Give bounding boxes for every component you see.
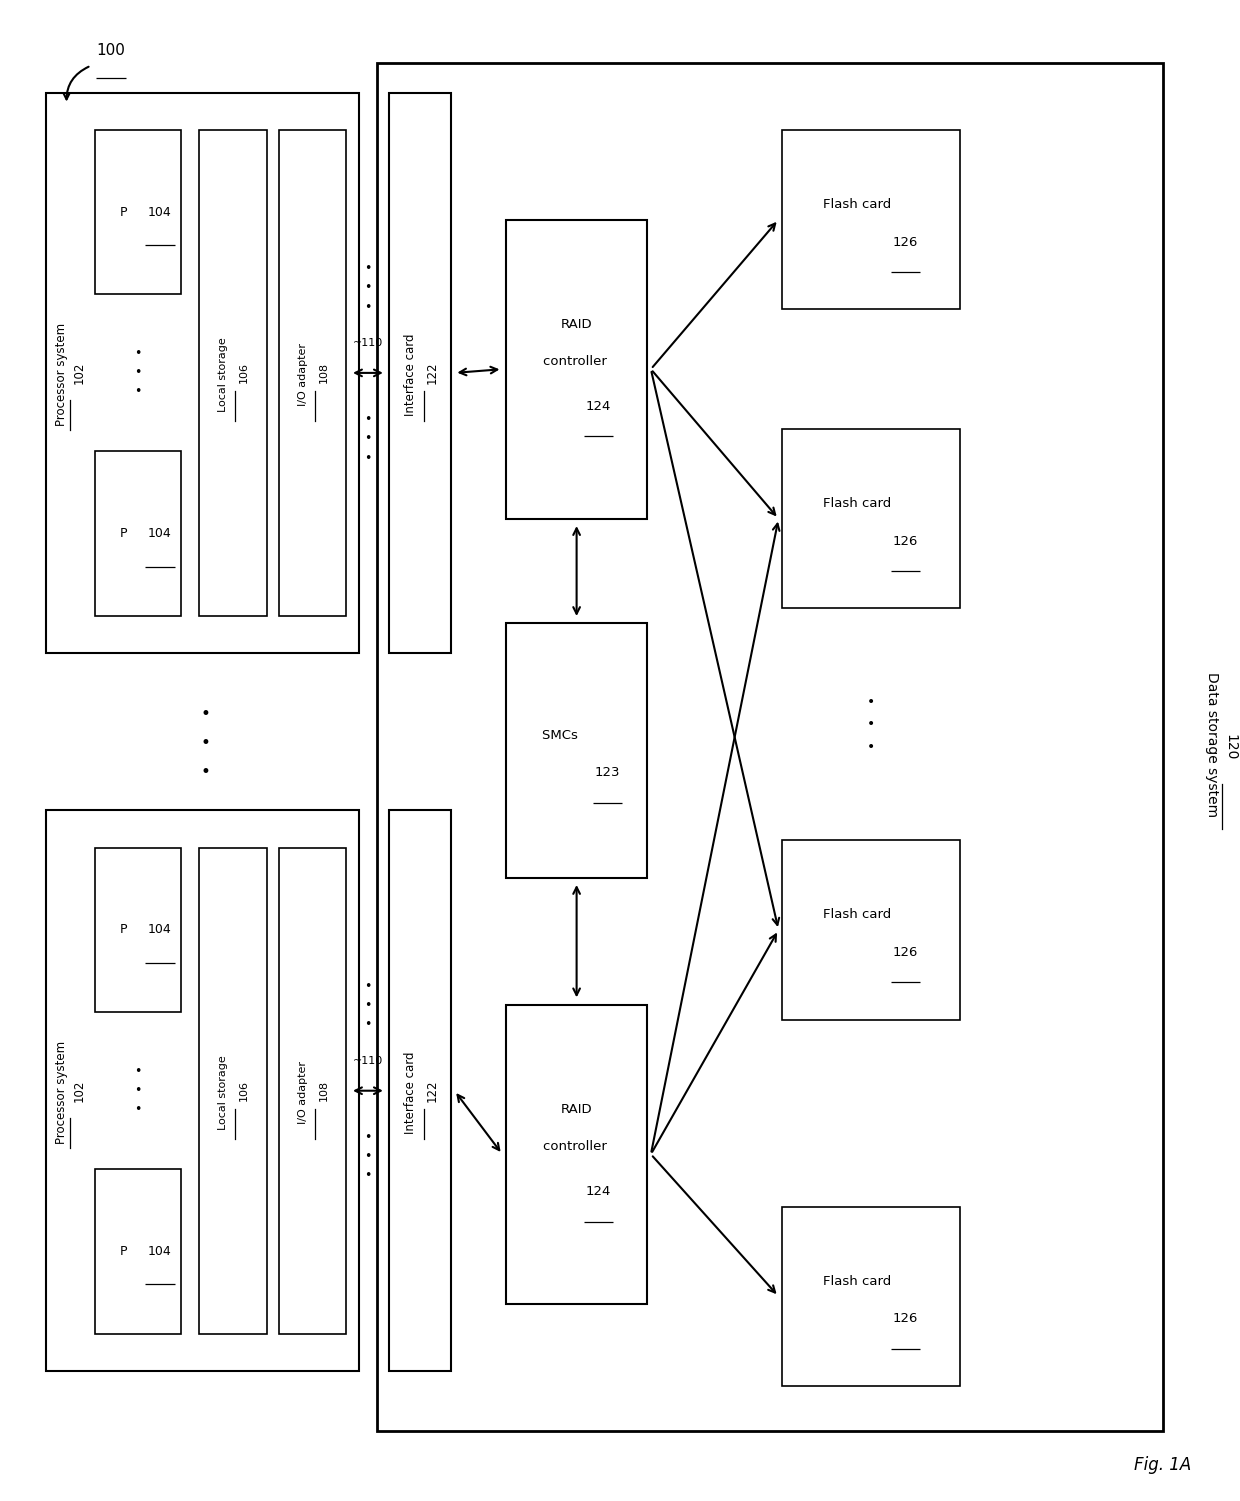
Text: RAID: RAID <box>560 318 593 330</box>
Text: •
•
•: • • • <box>134 1066 141 1117</box>
Text: Processor system: Processor system <box>56 1037 68 1144</box>
Text: Data storage system: Data storage system <box>1205 672 1219 821</box>
Text: controller: controller <box>543 1141 610 1153</box>
Text: Interface card: Interface card <box>404 1048 417 1133</box>
Text: P: P <box>120 1244 131 1258</box>
Text: 122: 122 <box>425 362 439 384</box>
Text: Processor system: Processor system <box>56 320 68 426</box>
Bar <box>94 131 181 294</box>
Text: 123: 123 <box>594 767 620 779</box>
Text: •
•
•: • • • <box>867 695 875 754</box>
Bar <box>506 219 647 519</box>
Text: Flash card: Flash card <box>822 908 895 922</box>
Text: Flash card: Flash card <box>822 497 895 510</box>
Bar <box>782 131 960 309</box>
Text: •: • <box>365 300 372 314</box>
Text: 126: 126 <box>893 1312 919 1325</box>
Text: 106: 106 <box>239 1081 249 1102</box>
Text: Local storage: Local storage <box>218 333 228 413</box>
Bar <box>46 811 358 1370</box>
Text: •: • <box>365 413 372 426</box>
Text: Flash card: Flash card <box>822 1274 895 1288</box>
Text: •: • <box>365 1169 372 1183</box>
Bar <box>94 848 181 1012</box>
Bar <box>279 131 346 615</box>
Text: •: • <box>365 261 372 275</box>
Text: Interface card: Interface card <box>404 330 417 416</box>
Bar <box>377 63 1163 1430</box>
Text: P: P <box>120 206 131 219</box>
Text: I/O adapter: I/O adapter <box>298 1058 308 1124</box>
Text: ~110: ~110 <box>353 338 383 348</box>
Text: 120: 120 <box>1223 734 1238 760</box>
Text: Flash card: Flash card <box>822 198 895 212</box>
Text: 104: 104 <box>148 206 172 219</box>
Text: 108: 108 <box>319 362 329 383</box>
Bar <box>389 93 451 653</box>
Bar <box>506 623 647 878</box>
Bar <box>46 93 358 653</box>
Text: Local storage: Local storage <box>218 1052 228 1130</box>
Text: 126: 126 <box>893 946 919 959</box>
Bar <box>200 848 267 1334</box>
Text: RAID: RAID <box>560 1103 593 1115</box>
Text: •
•
•: • • • <box>201 705 211 781</box>
Text: controller: controller <box>543 356 610 368</box>
Text: •: • <box>365 980 372 992</box>
Text: •: • <box>365 432 372 446</box>
Bar <box>782 429 960 608</box>
Text: SMCs: SMCs <box>542 729 582 741</box>
Text: 126: 126 <box>893 534 919 548</box>
Text: 122: 122 <box>425 1079 439 1102</box>
Bar <box>782 1207 960 1385</box>
Text: Fig. 1A: Fig. 1A <box>1135 1456 1192 1474</box>
Text: 102: 102 <box>72 1079 86 1102</box>
Text: •: • <box>365 1130 372 1144</box>
Bar <box>506 1004 647 1304</box>
Text: •
•
•: • • • <box>134 347 141 398</box>
Text: •: • <box>365 1018 372 1031</box>
Text: ~110: ~110 <box>353 1055 383 1066</box>
Text: 102: 102 <box>72 362 86 384</box>
Bar <box>389 811 451 1370</box>
Text: •: • <box>365 1150 372 1163</box>
Bar <box>279 848 346 1334</box>
Text: 104: 104 <box>148 527 172 540</box>
Bar <box>200 131 267 615</box>
Text: 106: 106 <box>239 362 249 383</box>
Text: I/O adapter: I/O adapter <box>298 339 308 407</box>
Text: 124: 124 <box>587 1186 611 1198</box>
Text: P: P <box>120 527 131 540</box>
Text: 104: 104 <box>148 923 172 937</box>
Bar <box>94 452 181 615</box>
Bar <box>94 1169 181 1334</box>
Text: 108: 108 <box>319 1081 329 1102</box>
Text: 104: 104 <box>148 1244 172 1258</box>
Text: P: P <box>120 923 131 937</box>
Text: •: • <box>365 1000 372 1012</box>
Bar <box>782 841 960 1019</box>
Text: •: • <box>365 281 372 294</box>
Text: 126: 126 <box>893 236 919 249</box>
Text: •: • <box>365 452 372 465</box>
Text: 100: 100 <box>97 44 125 59</box>
Text: 124: 124 <box>587 401 611 413</box>
